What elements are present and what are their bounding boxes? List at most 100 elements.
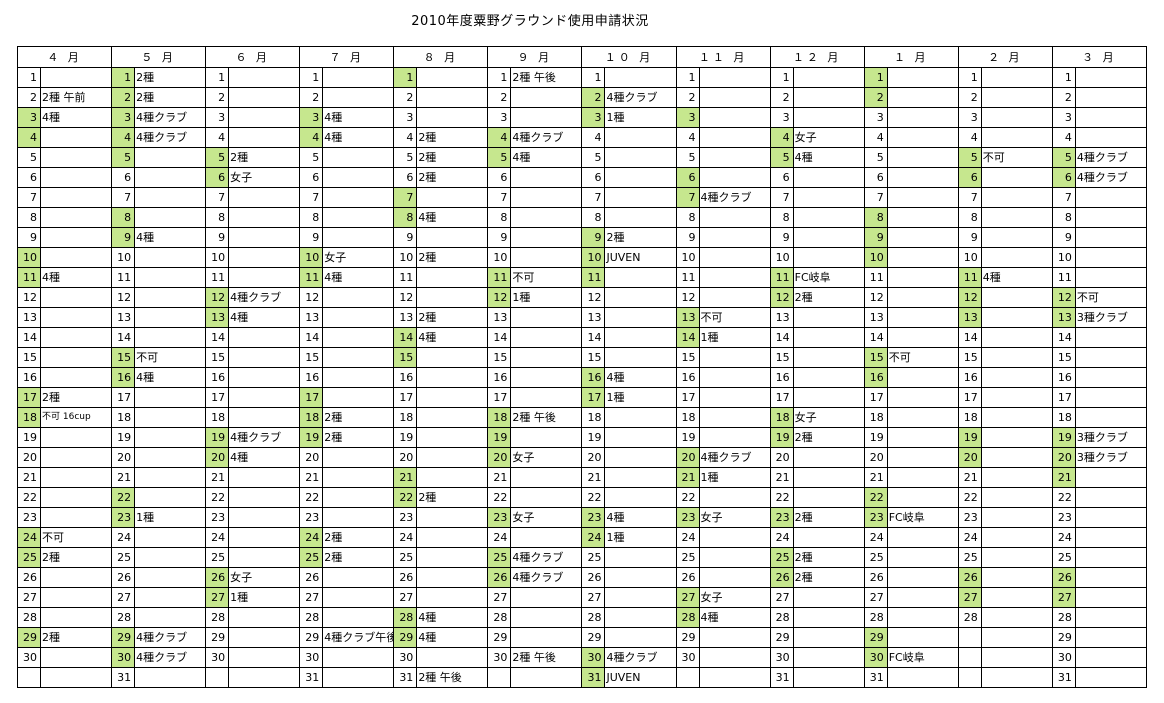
day-number-cell: 19	[675, 427, 700, 448]
usage-note-cell	[980, 207, 1053, 228]
day-number-cell: 27	[205, 587, 230, 608]
usage-note-cell: 4種	[792, 147, 865, 168]
usage-note-cell: 女子	[792, 127, 865, 148]
day-number-cell: 23	[957, 507, 982, 528]
usage-note-cell	[228, 367, 301, 388]
usage-note-cell	[1074, 607, 1147, 628]
day-number-cell: 12	[675, 287, 700, 308]
table-row: 7 7 7 7 7 7 7 7 4種クラブ 7 7 7 7	[17, 187, 1147, 208]
usage-note-cell	[322, 307, 395, 328]
usage-note-cell: 4種クラブ	[510, 127, 583, 148]
usage-note-cell	[604, 187, 677, 208]
usage-note-cell	[416, 107, 489, 128]
usage-note-cell	[698, 127, 771, 148]
day-number-cell: 10	[675, 247, 700, 268]
table-row: 18 不可 16cup 18 18 18 2種 18 18 2種 午後 18 18 18 女子 18 18 1…	[17, 407, 1147, 428]
usage-note-cell	[792, 167, 865, 188]
day-number-cell: 15	[393, 347, 418, 368]
day-number-cell: 10	[769, 247, 794, 268]
day-number-cell: 19	[205, 427, 230, 448]
day-number-cell: 29	[863, 627, 888, 648]
day-number-cell: 19	[111, 427, 136, 448]
usage-note-cell	[698, 227, 771, 248]
day-number-cell: 30	[111, 647, 136, 668]
usage-note-cell	[322, 187, 395, 208]
usage-note-cell: 2種	[416, 487, 489, 508]
usage-note-cell: 1種	[698, 327, 771, 348]
usage-note-cell	[980, 587, 1053, 608]
day-number-cell: 15	[1051, 347, 1076, 368]
day-number-cell: 3	[863, 107, 888, 128]
usage-note-cell: 4種	[322, 267, 395, 288]
usage-note-cell	[228, 347, 301, 368]
day-number-cell: 25	[17, 547, 41, 568]
usage-note-cell: 4種	[228, 307, 301, 328]
usage-note-cell	[886, 327, 959, 348]
usage-note-cell	[698, 647, 771, 668]
day-number-cell: 12	[487, 287, 512, 308]
usage-note-cell: 女子	[228, 567, 301, 588]
day-number-cell: 15	[487, 347, 512, 368]
usage-note-cell	[510, 587, 583, 608]
usage-note-cell	[980, 247, 1053, 268]
day-number-cell: 12	[17, 287, 41, 308]
usage-note-cell	[134, 327, 207, 348]
day-number-cell: 2	[863, 87, 888, 108]
day-number-cell: 22	[769, 487, 794, 508]
day-number-cell: 4	[17, 127, 41, 148]
day-number-cell: 29	[205, 627, 230, 648]
usage-note-cell	[39, 447, 113, 468]
day-number-cell: 25	[111, 547, 136, 568]
day-number-cell: 21	[581, 467, 606, 488]
day-number-cell: 17	[111, 387, 136, 408]
usage-note-cell	[322, 647, 395, 668]
day-number-cell: 18	[205, 407, 230, 428]
usage-note-cell: 女子	[698, 507, 771, 528]
day-number-cell: 2	[769, 87, 794, 108]
day-number-cell: 31	[1051, 667, 1076, 688]
day-number-cell: 15	[299, 347, 324, 368]
usage-note-cell: 1種	[604, 107, 677, 128]
usage-note-cell: 4種	[416, 207, 489, 228]
usage-note-cell	[39, 327, 113, 348]
day-number-cell: 13	[581, 307, 606, 328]
day-number-cell: 8	[675, 207, 700, 228]
usage-note-cell: 2種 午後	[510, 407, 583, 428]
month-header: ３ 月	[1051, 46, 1147, 68]
day-number-cell: 27	[863, 587, 888, 608]
day-number-cell: 2	[487, 87, 512, 108]
day-number-cell: 5	[205, 147, 230, 168]
day-number-cell: 24	[487, 527, 512, 548]
usage-note-cell	[792, 487, 865, 508]
day-number-cell: 20	[863, 447, 888, 468]
usage-note-cell	[1074, 187, 1147, 208]
usage-note-cell: 4種	[604, 507, 677, 528]
usage-note-cell: FC岐阜	[792, 267, 865, 288]
usage-note-cell	[1074, 207, 1147, 228]
usage-note-cell	[416, 547, 489, 568]
usage-note-cell	[228, 387, 301, 408]
day-number-cell: 25	[487, 547, 512, 568]
day-number-cell: 21	[487, 467, 512, 488]
day-number-cell: 27	[581, 587, 606, 608]
day-number-cell: 11	[581, 267, 606, 288]
day-number-cell: 19	[581, 427, 606, 448]
usage-note-cell	[980, 407, 1053, 428]
usage-note-cell	[980, 107, 1053, 128]
usage-note-cell	[604, 147, 677, 168]
usage-note-cell: 1種	[698, 467, 771, 488]
day-number-cell: 8	[487, 207, 512, 228]
usage-note-cell	[39, 567, 113, 588]
usage-note-cell	[416, 407, 489, 428]
month-header: ２ 月	[957, 46, 1053, 68]
table-row: 9 9 4種 9 9 9 9 9 2種 9 9 9 9 9	[17, 227, 1147, 248]
usage-note-cell	[510, 167, 583, 188]
usage-note-cell	[1074, 467, 1147, 488]
usage-note-cell	[228, 187, 301, 208]
day-number-cell: 18	[393, 407, 418, 428]
day-number-cell: 22	[675, 487, 700, 508]
day-number-cell: 13	[863, 307, 888, 328]
usage-note-cell	[134, 287, 207, 308]
day-number-cell: 28	[393, 607, 418, 628]
usage-note-cell	[698, 567, 771, 588]
